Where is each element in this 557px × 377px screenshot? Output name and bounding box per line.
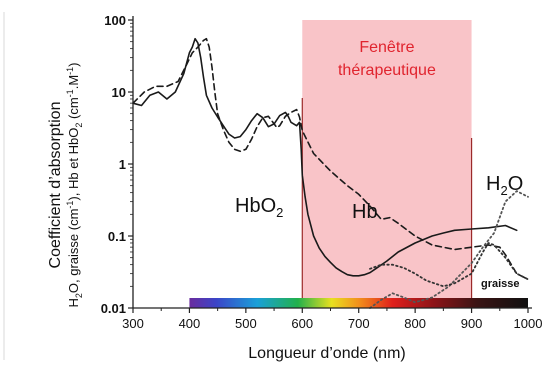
x-tick-label: 800 [404,316,426,331]
axes: 300 400 500 600 700 800 900 1000 0.01 0.1 1 10 100 [101,13,543,331]
window-label-line2: thérapeutique [338,62,436,79]
x-tick-label: 700 [348,316,370,331]
therapeutic-window: Fenêtre thérapeutique [301,20,473,308]
y-tick-label: 100 [104,13,126,28]
x-tick-label: 500 [235,316,257,331]
y-axis-label-line1: Coefficient d’absorption [47,102,64,269]
annotation-graisse: graisse [481,278,520,290]
y-tick-label: 0.1 [108,229,126,244]
series-line-graisse [369,242,529,288]
x-tick-label: 1000 [514,316,543,331]
annotations: HbO2 Hb H2O graisse [235,173,523,290]
annotation-h2o: H2O [486,173,523,198]
spectrum-bar [189,298,528,308]
spectrum-gradient [189,298,528,308]
y-axis-label-line2: H2O, graisse (cm-1), Hb et HbO2 (cm-1.M-… [65,62,84,307]
y-tick-label: 0.01 [101,301,126,316]
window-label-line1: Fenêtre [359,39,414,56]
series-line-hb [132,37,529,281]
x-tick-label: 600 [291,316,313,331]
annotation-hbo2: HbO2 [235,195,283,220]
y-tick-label: 10 [112,85,126,100]
x-tick-label: 900 [461,316,483,331]
x-tick-label: 300 [122,316,144,331]
series-line-hbo2 [132,37,518,277]
y-tick-label: 1 [119,157,126,172]
x-axis-label: Longueur d’onde (nm) [248,345,405,362]
x-tick-label: 400 [179,316,201,331]
series-layer [132,37,529,309]
series-line-h2o [369,190,529,309]
annotation-hb: Hb [352,201,378,223]
